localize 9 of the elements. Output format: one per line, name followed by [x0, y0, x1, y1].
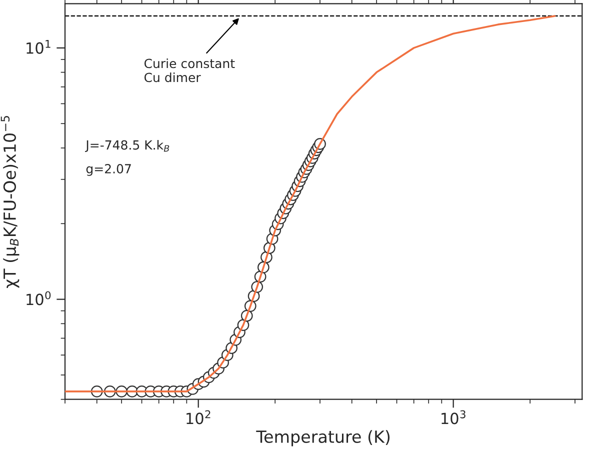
annotation: J=-748.5 K.k$_{B}$: [85, 140, 170, 152]
x-tick-label: 10$^{2}$: [186, 410, 210, 424]
annotation: g=2.07: [86, 164, 131, 176]
x-tick-label: 10$^{3}$: [442, 410, 466, 424]
y-axis-title: χT (μ$_{B}$K/FU-Oe)x10$^{−5}$: [0, 116, 20, 288]
annotation: Curie constant Cu dimer: [144, 58, 235, 82]
x-axis-title: Temperature (K): [256, 430, 390, 446]
y-tick-label: 10$^{0}$: [26, 291, 51, 306]
y-tick-label: 10$^{1}$: [26, 40, 50, 54]
